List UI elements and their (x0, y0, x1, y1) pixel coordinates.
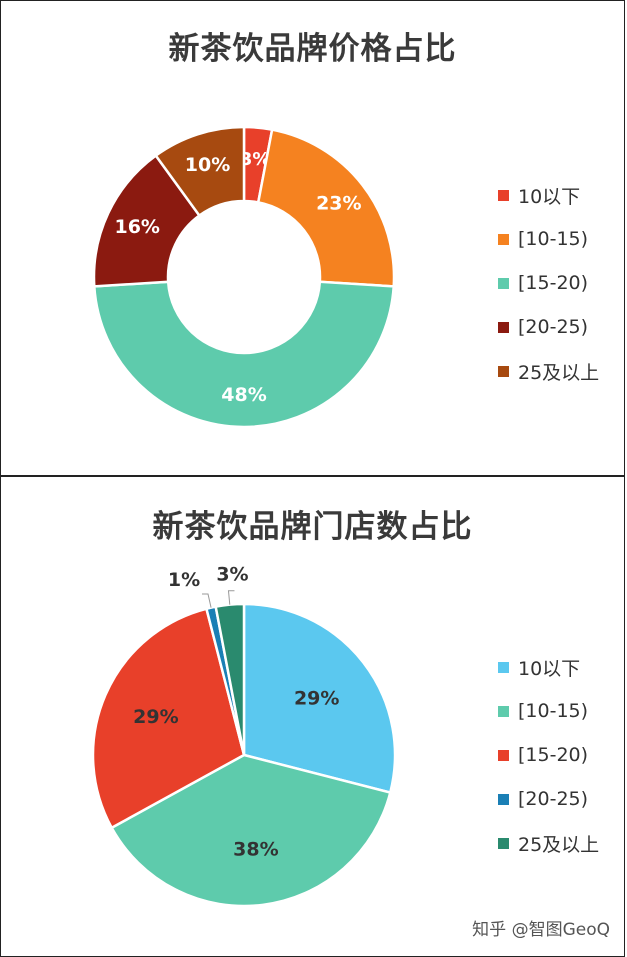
slice-label: 29% (133, 706, 178, 728)
legend-label: [20-25) (518, 316, 589, 338)
legend-item: [10-15) (498, 689, 599, 733)
legend-swatch (498, 365, 509, 377)
legend-label: 25及以上 (518, 361, 600, 384)
legend-swatch (498, 233, 509, 245)
legend-label: [20-25) (518, 788, 589, 810)
slice-label: 29% (294, 688, 339, 710)
donut-chart: 3% 23% 48% 16% 10% (92, 125, 396, 429)
slice-5 (154, 125, 246, 218)
chart-title: 新茶饮品牌价格占比 (168, 31, 457, 67)
legend-label: 25及以上 (518, 833, 600, 856)
legend-label: [15-20) (518, 744, 589, 766)
slice-1 (242, 602, 397, 795)
slice-3 (91, 607, 246, 830)
slice-2 (256, 128, 396, 288)
legend-item: [10-15) (498, 217, 599, 261)
legend-item: 10以下 (498, 173, 599, 217)
legend-label: 10以下 (518, 185, 581, 208)
legend-item: 10以下 (498, 645, 599, 689)
legend-swatch (498, 837, 509, 849)
legend-item: 25及以上 (498, 821, 599, 865)
slice-label: 3% (240, 149, 271, 170)
chart-title: 新茶饮品牌门店数占比 (152, 509, 473, 545)
legend-label: [10-15) (518, 700, 589, 722)
chart-legend: 10以下 [10-15) [15-20) [20-25) 25及以上 (498, 645, 599, 865)
legend-item: [15-20) (498, 733, 599, 777)
slice-label: 3% (216, 564, 248, 586)
legend-label: [15-20) (518, 272, 589, 294)
leader-line (202, 593, 212, 608)
legend-label: 10以下 (518, 657, 581, 680)
legend-item: [20-25) (498, 777, 599, 821)
legend-swatch (498, 705, 509, 717)
legend-item: [20-25) (498, 305, 599, 349)
source-credit: 知乎 @智图GeoQ (472, 920, 610, 940)
slice-label: 23% (316, 192, 361, 214)
legend-label: [10-15) (518, 228, 589, 250)
legend-swatch (498, 321, 509, 333)
legend-swatch (498, 793, 509, 805)
pie-chart: 29% 38% 29% 1% 3% (91, 564, 397, 908)
slice-label: 10% (185, 154, 230, 176)
chart-legend: 10以下 [10-15) [15-20) [20-25) 25及以上 (498, 173, 599, 393)
slice-5 (214, 602, 246, 756)
legend-swatch (498, 189, 509, 201)
legend-swatch (498, 749, 509, 761)
slice-3 (92, 280, 396, 429)
price-share-panel: 新茶饮品牌价格占比 3% 23% 48% 16% 10% 10以下 [10-15) [1… (0, 0, 625, 477)
legend-item: 25及以上 (498, 349, 599, 393)
slice-label: 38% (233, 838, 278, 860)
store-share-panel: 新茶饮品牌门店数占比 29% 38% 29% 1% 3% 10以下 [10-15) [1… (0, 477, 625, 957)
leader-line (227, 590, 235, 605)
legend-item: [15-20) (498, 261, 599, 305)
slice-label: 1% (168, 569, 200, 591)
slice-label: 48% (221, 384, 266, 406)
legend-swatch (498, 277, 509, 289)
slice-label: 16% (114, 216, 159, 238)
slice-2 (109, 753, 392, 908)
legend-swatch (498, 661, 509, 673)
